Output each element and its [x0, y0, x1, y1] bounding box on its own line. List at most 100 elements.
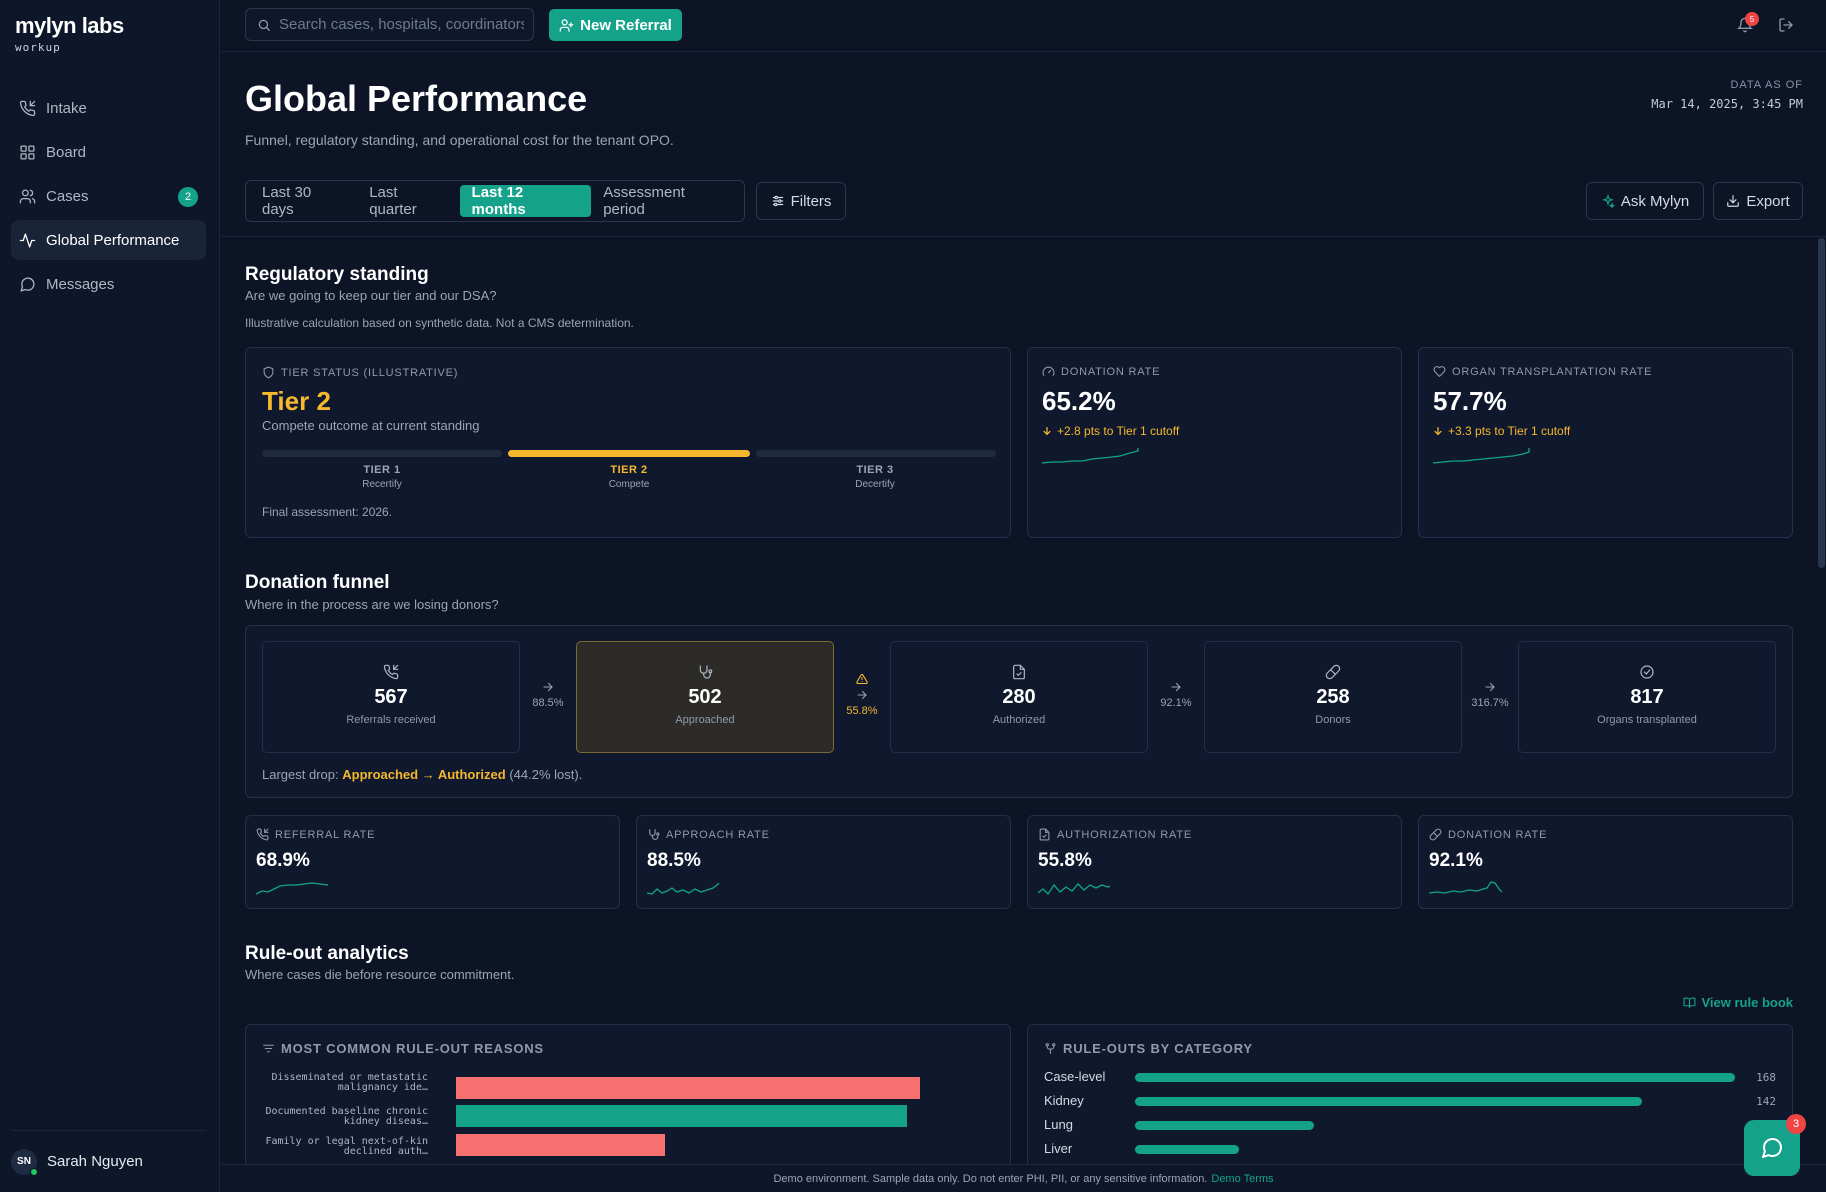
organ-transplantation-rate-sparkline [1433, 448, 1530, 464]
tier-3-name: TIER 3 [856, 464, 894, 476]
funnel-conversion-value: 55.8% [846, 705, 878, 717]
category-bar[interactable] [1135, 1073, 1735, 1082]
range-last-12-months[interactable]: Last 12 months [459, 184, 592, 218]
sidebar-nav: Intake Board Cases 2 Global Performance … [11, 88, 206, 308]
arrow-down-icon [1043, 427, 1051, 436]
category-bar[interactable] [1135, 1097, 1642, 1106]
export-label: Export [1746, 192, 1790, 210]
funnel-section-subtitle: Where in the process are we losing donor… [245, 597, 499, 612]
sidebar-item-label: Intake [46, 99, 87, 117]
funnel-conversion-value: 88.5% [532, 697, 564, 709]
phone-incoming-icon [256, 828, 269, 841]
sidebar-item-messages[interactable]: Messages [11, 264, 206, 304]
users-icon [19, 188, 36, 204]
referral-rate-label: REFERRAL RATE [256, 828, 375, 841]
funnel-conversion-3: 92.1% [1152, 681, 1200, 709]
funnel-stage-label: Authorized [992, 714, 1046, 726]
user-plus-icon [559, 18, 574, 32]
demo-terms-link[interactable]: Demo Terms [1211, 1172, 1274, 1185]
ruleout-reason-bar[interactable] [456, 1134, 665, 1156]
donation-rate-label-text: DONATION RATE [1448, 828, 1548, 841]
export-button[interactable]: Export [1713, 182, 1803, 220]
search-icon [258, 19, 270, 31]
largest-drop-prefix: Largest drop: [262, 767, 339, 782]
user-profile[interactable]: SN Sarah Nguyen [11, 1130, 206, 1192]
final-assessment: Final assessment: 2026. [262, 505, 393, 519]
ask-mylyn-button[interactable]: Ask Mylyn [1586, 182, 1704, 220]
grid-icon [20, 144, 35, 160]
referral-rate-label-text: REFERRAL RATE [275, 828, 376, 841]
funnel-stage-value: 817 [1630, 686, 1664, 708]
regulatory-disclaimer: Illustrative calculation based on synthe… [245, 316, 634, 330]
funnel-stage-donors[interactable]: 258 Donors [1204, 641, 1462, 753]
donation-rate-card-secondary: DONATION RATE 92.1% [1418, 815, 1793, 909]
tier-status-card: TIER STATUS (ILLUSTRATIVE) Tier 2 Compet… [245, 347, 1011, 538]
funnel-stage-organs-transplanted[interactable]: 817 Organs transplanted [1518, 641, 1776, 753]
range-assessment-period[interactable]: Assessment period [603, 184, 685, 218]
funnel-section-title: Donation funnel [245, 572, 390, 593]
tier-3-sub: Decertify [855, 479, 895, 490]
arrow-right-icon [857, 690, 867, 700]
ruleout-reason-bar[interactable] [456, 1077, 920, 1099]
category-label: Liver [1044, 1141, 1073, 1156]
view-rule-book-link[interactable]: View rule book [1683, 995, 1793, 1010]
search-box[interactable] [245, 8, 534, 41]
logo[interactable]: mylyn labs workup [15, 13, 124, 54]
organ-transplantation-rate-delta-text: +3.3 pts to Tier 1 cutoff [1448, 424, 1571, 438]
category-label: Case-level [1044, 1069, 1106, 1084]
approach-rate-value: 88.5% [647, 850, 701, 871]
funnel-conversion-4: 316.7% [1466, 681, 1514, 709]
tier-2-sub: Compete [608, 479, 650, 490]
sidebar-item-intake[interactable]: Intake [11, 88, 206, 128]
demo-footer-text: Demo environment. Sample data only. Do n… [773, 1172, 1208, 1185]
funnel-stage-approached[interactable]: 502 Approached [576, 641, 834, 753]
funnel-stage-label: Donors [1315, 714, 1351, 726]
funnel-stage-authorized[interactable]: 280 Authorized [890, 641, 1148, 753]
sidebar-item-global-performance[interactable]: Global Performance [11, 220, 206, 260]
tier-1-label: TIER 1 Recertify [282, 464, 482, 490]
stethoscope-icon [697, 664, 713, 680]
category-bar[interactable] [1135, 1145, 1239, 1154]
view-rule-book-label: View rule book [1701, 995, 1793, 1010]
new-referral-button[interactable]: New Referral [549, 9, 682, 41]
category-label: Lung [1044, 1117, 1073, 1132]
download-icon [1727, 195, 1740, 207]
tier-2-label: TIER 2 Compete [529, 464, 729, 490]
ruleout-reason-bar[interactable] [456, 1105, 907, 1127]
sidebar-item-label: Board [46, 143, 87, 161]
tier-1-sub: Recertify [362, 479, 402, 490]
log-out-icon [1779, 18, 1793, 32]
date-range-selector: Last 30 days Last quarter Last 12 months… [245, 180, 745, 222]
data-as-of-label: DATA AS OF [1730, 79, 1803, 91]
file-check-icon [1011, 664, 1027, 680]
tier-status-label-text: TIER STATUS (ILLUSTRATIVE) [281, 366, 459, 379]
notifications-button[interactable]: 5 [1737, 12, 1759, 33]
logo-text: mylyn labs [15, 13, 124, 38]
ruleout-reason-label: Disseminated or metastatic malignancy id… [271, 1072, 428, 1093]
approach-rate-label-text: APPROACH RATE [666, 828, 770, 841]
git-branch-icon [1045, 1043, 1056, 1054]
funnel-stage-referrals[interactable]: 567 Referrals received [262, 641, 520, 753]
category-bar[interactable] [1135, 1121, 1314, 1130]
phone-incoming-icon [19, 100, 36, 116]
chat-launcher-button[interactable]: 3 [1744, 1114, 1806, 1176]
organ-transplantation-rate-label: ORGAN TRANSPLANTATION RATE [1433, 365, 1652, 378]
tier-description: Compete outcome at current standing [262, 418, 480, 433]
pill-icon [1429, 828, 1442, 841]
page-subtitle: Funnel, regulatory standing, and operati… [245, 132, 674, 148]
logout-button[interactable] [1778, 17, 1794, 33]
donation-rate-label-text: DONATION RATE [1061, 365, 1161, 378]
scrollbar-thumb[interactable] [1818, 238, 1825, 568]
authorization-rate-value: 55.8% [1038, 850, 1092, 871]
sidebar-item-board[interactable]: Board [11, 132, 206, 172]
search-input[interactable] [279, 16, 524, 33]
arrow-right-icon [1171, 682, 1181, 692]
organ-transplantation-rate-card: ORGAN TRANSPLANTATION RATE 57.7% +3.3 pt… [1418, 347, 1793, 538]
ask-mylyn-label: Ask Mylyn [1620, 192, 1690, 210]
range-last-30-days[interactable]: Last 30 days [262, 184, 312, 218]
donation-rate-sparkline [1042, 448, 1139, 464]
filters-button[interactable]: Filters [756, 182, 846, 220]
range-last-quarter[interactable]: Last quarter [369, 184, 417, 218]
sidebar-item-cases[interactable]: Cases 2 [11, 176, 206, 216]
donation-rate-card: DONATION RATE 65.2% +2.8 pts to Tier 1 c… [1027, 347, 1402, 538]
